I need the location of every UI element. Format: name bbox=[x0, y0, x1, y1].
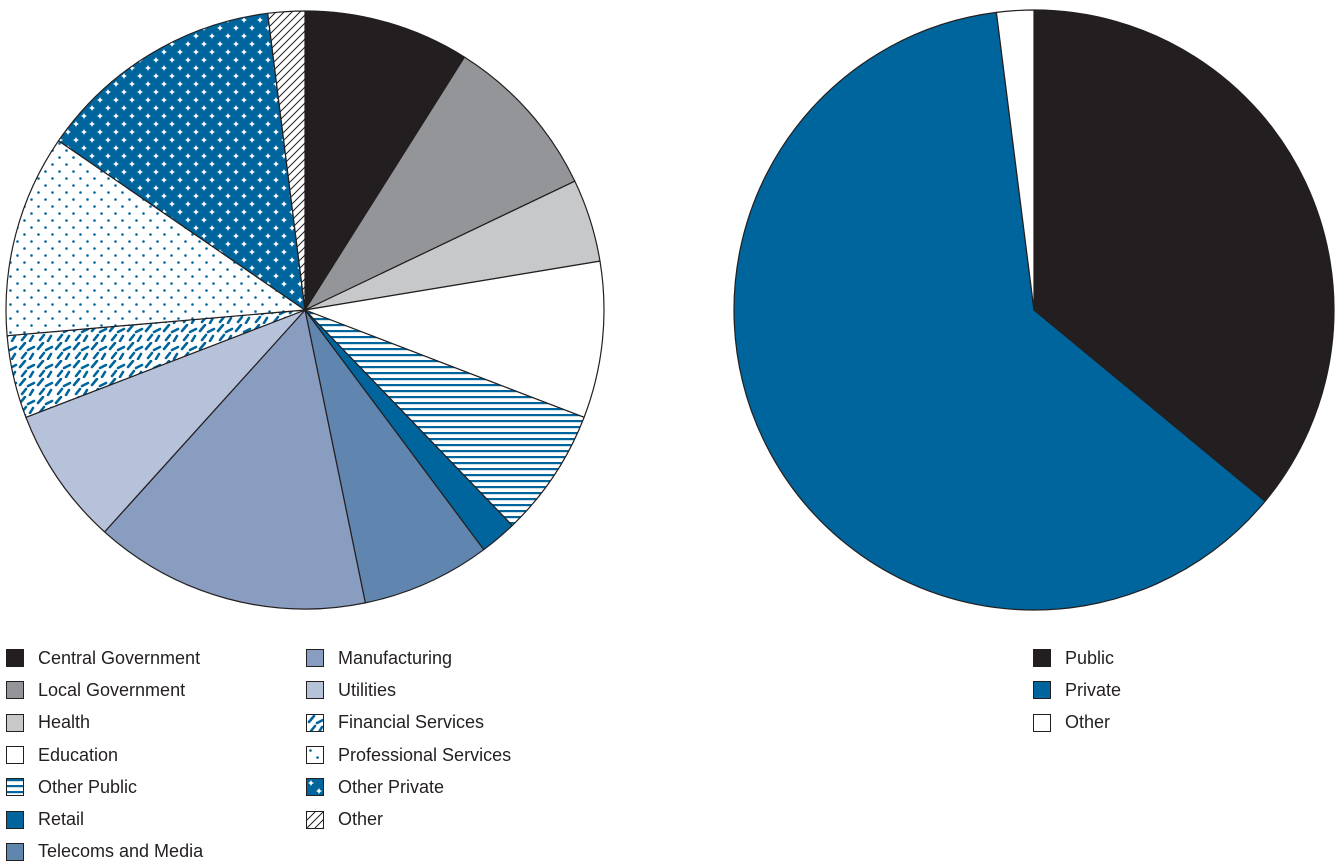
legend-label: Public bbox=[1065, 647, 1115, 668]
sector-legend-item-other-public: Other Public bbox=[6, 771, 203, 803]
legend-label: Local Government bbox=[38, 679, 186, 700]
legend-swatch bbox=[1033, 713, 1051, 732]
sector-legend-item-utilities: Utilities bbox=[306, 674, 511, 706]
legend-sectors-col2: Manufacturing Utilities Financial Services… bbox=[306, 642, 511, 836]
legend-swatch bbox=[306, 713, 324, 732]
sector-legend-item-professional-services: Professional Services bbox=[306, 739, 511, 771]
sector-slice-other bbox=[267, 10, 306, 311]
legend-swatch bbox=[6, 842, 24, 861]
legend-swatch bbox=[6, 649, 24, 668]
legend-swatch bbox=[6, 778, 24, 797]
legend-label: Health bbox=[38, 712, 91, 733]
sector-legend-item-financial-services: Financial Services bbox=[306, 707, 511, 739]
legend-label: Professional Services bbox=[338, 744, 512, 765]
legend-swatch bbox=[6, 746, 24, 765]
sector-slice-other-private bbox=[57, 12, 306, 311]
sector-legend-item-education: Education bbox=[6, 739, 203, 771]
legend-swatch bbox=[6, 810, 24, 829]
ownership-slice-other bbox=[995, 9, 1035, 311]
legend-swatch bbox=[306, 681, 324, 700]
sector-legend-item-local-government: Local Government bbox=[6, 674, 203, 706]
sector-legend-item-other: Other bbox=[306, 803, 511, 835]
sector-legend-item-retail: Retail bbox=[6, 803, 203, 835]
sector-slice-utilities bbox=[25, 309, 306, 533]
legend-swatch bbox=[1033, 649, 1051, 668]
legend-swatch bbox=[1033, 681, 1051, 700]
pie-sector-breakdown bbox=[5, 10, 605, 610]
ownership-legend-item-public: Public bbox=[1033, 642, 1121, 674]
legend-swatch bbox=[306, 746, 324, 765]
legend-swatch bbox=[6, 713, 24, 732]
sector-slice-central-government bbox=[304, 10, 466, 311]
sector-legend-item-health: Health bbox=[6, 707, 203, 739]
legend-label: Education bbox=[38, 744, 119, 765]
legend-swatch bbox=[306, 810, 324, 829]
sector-slice-other-public bbox=[304, 309, 585, 527]
ownership-slice-private bbox=[733, 11, 1266, 611]
legend-label: Utilities bbox=[338, 679, 397, 700]
ownership-legend-item-other: Other bbox=[1033, 707, 1121, 739]
legend-swatch bbox=[306, 778, 324, 797]
sector-slice-local-government bbox=[304, 56, 576, 311]
legend-public-private: Public Private Other bbox=[1033, 642, 1121, 739]
legend-label: Other Private bbox=[338, 776, 445, 797]
legend-label: Central Government bbox=[38, 647, 201, 668]
sector-slice-professional-services bbox=[5, 140, 306, 337]
sector-legend-item-other-private: Other Private bbox=[306, 771, 511, 803]
ownership-legend-item-private: Private bbox=[1033, 674, 1121, 706]
pie-public-private bbox=[733, 9, 1335, 611]
legend-label: Financial Services bbox=[338, 712, 485, 733]
sector-slice-education bbox=[304, 260, 605, 418]
sector-slice-manufacturing bbox=[103, 309, 366, 610]
legend-label: Manufacturing bbox=[338, 647, 453, 668]
sector-legend-item-telecoms-and-media: Telecoms and Media bbox=[6, 836, 203, 868]
legend-swatch bbox=[306, 649, 324, 668]
legend-label: Other bbox=[1065, 712, 1111, 733]
legend-label: Other Public bbox=[38, 776, 138, 797]
legend-label: Retail bbox=[38, 809, 85, 830]
legend-label: Telecoms and Media bbox=[38, 841, 204, 862]
sector-legend-item-manufacturing: Manufacturing bbox=[306, 642, 511, 674]
legend-label: Private bbox=[1065, 679, 1122, 700]
ownership-slice-public bbox=[1033, 9, 1335, 502]
sector-slice-telecoms-and-media bbox=[304, 309, 485, 604]
legend-sectors-col1: Central Government Local Government Health… bbox=[6, 642, 203, 868]
sector-legend-item-central-government: Central Government bbox=[6, 642, 203, 674]
legend-label: Other bbox=[338, 809, 384, 830]
legend-swatch bbox=[6, 681, 24, 700]
